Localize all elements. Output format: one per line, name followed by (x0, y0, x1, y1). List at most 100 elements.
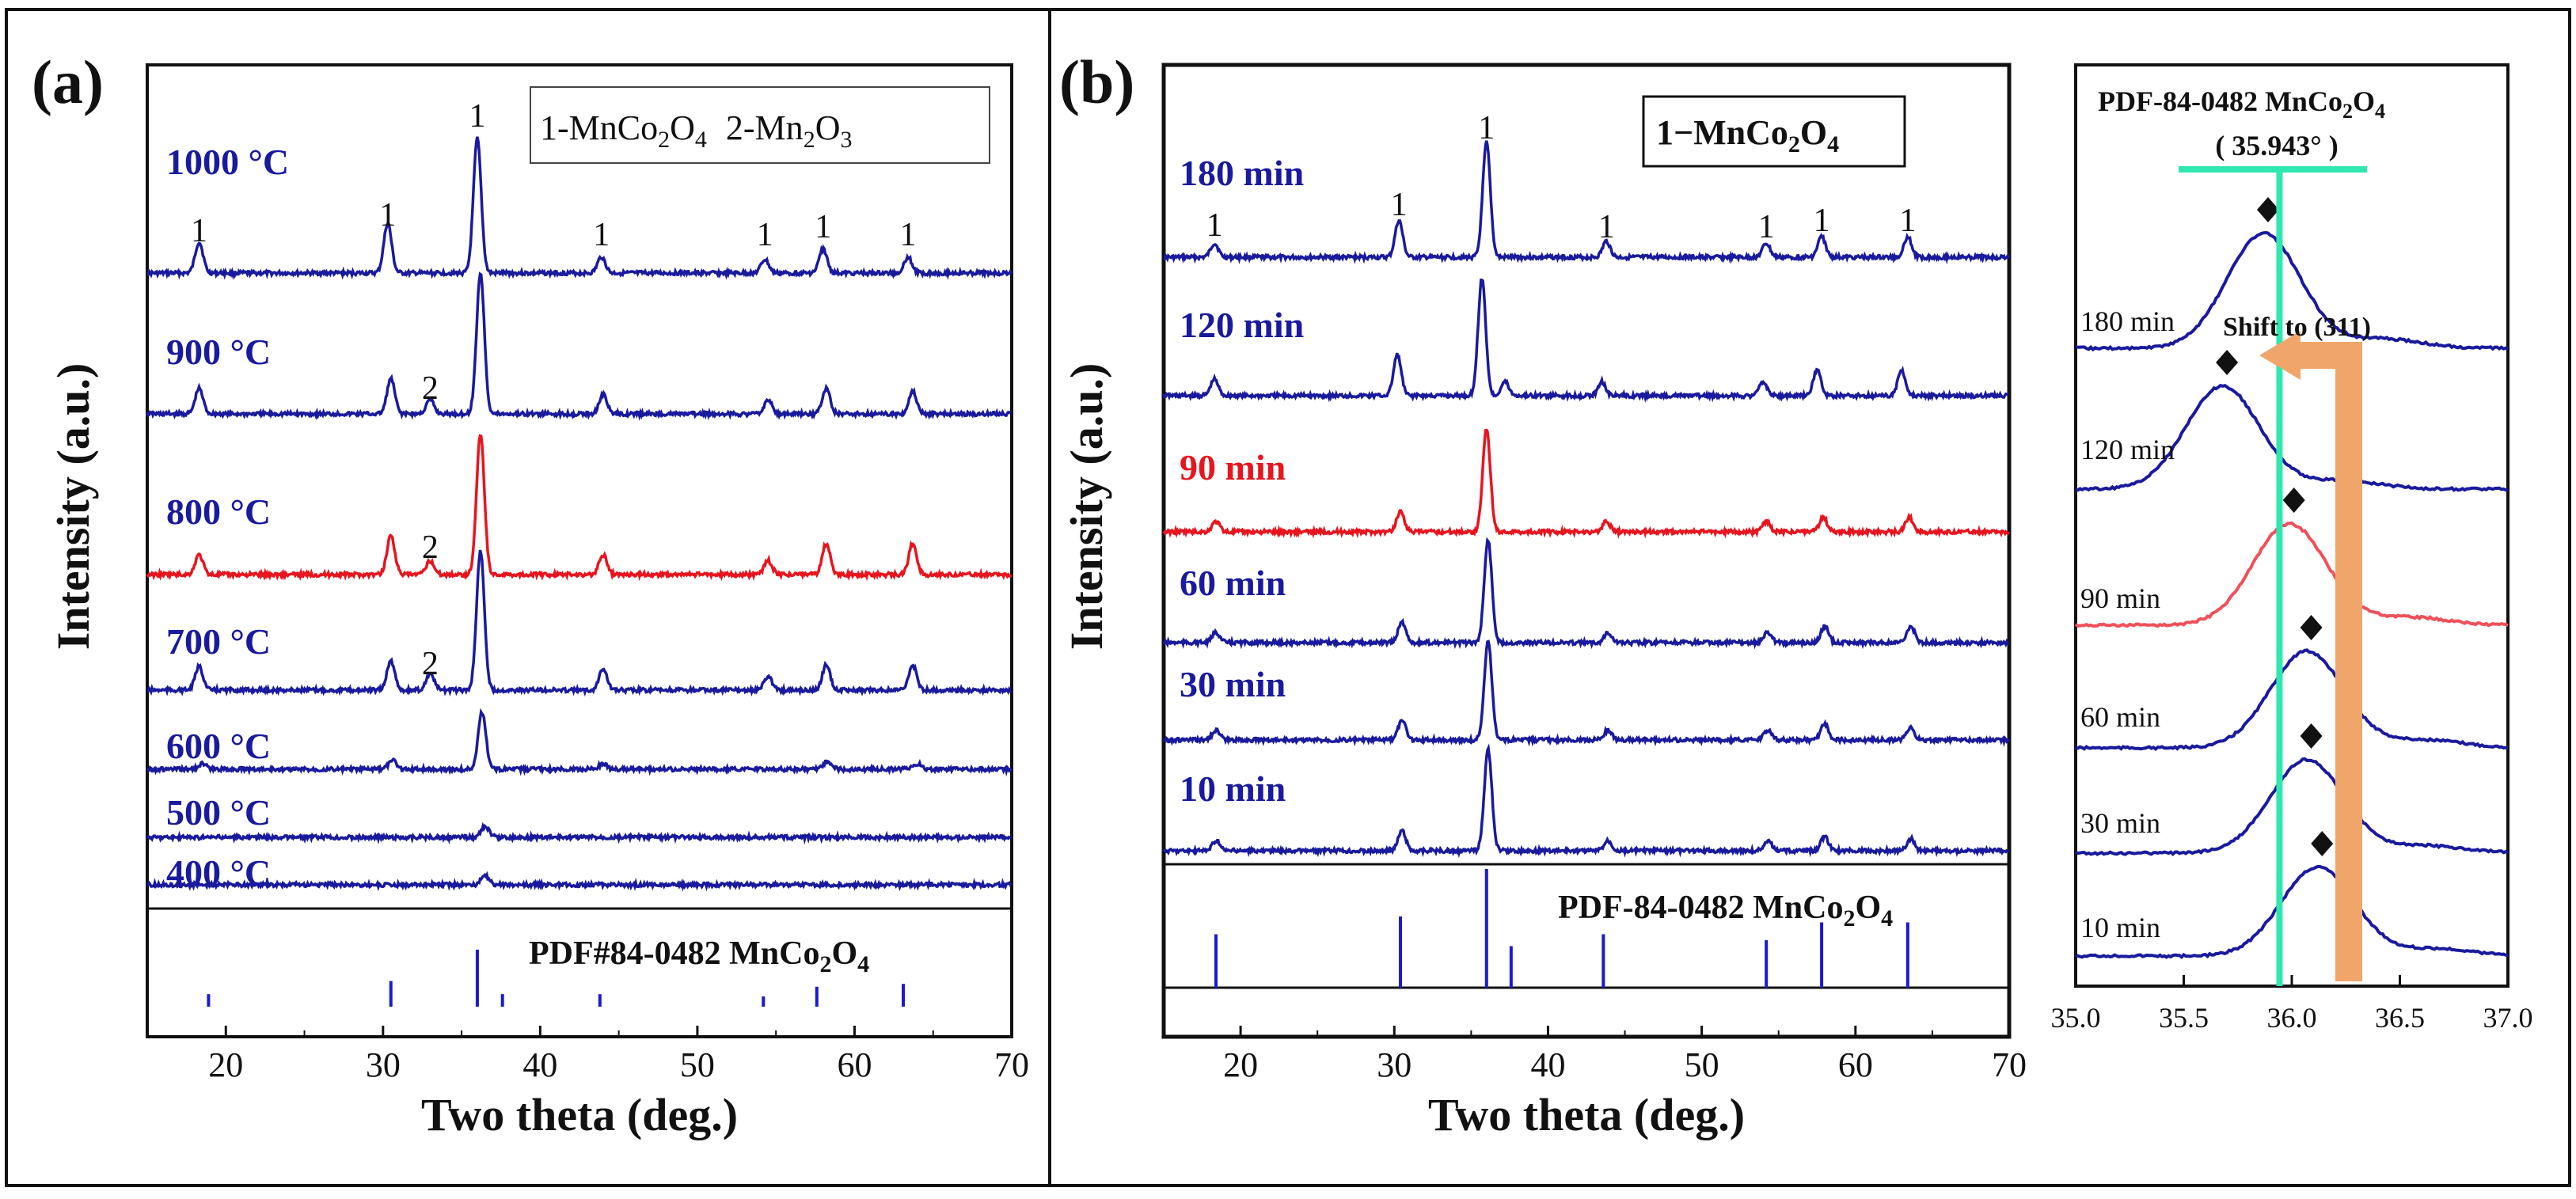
x-tick-label: 50 (1685, 1045, 1719, 1084)
x-tick-label: 37.0 (2483, 1002, 2533, 1034)
panel-a-peak-markers: 1 1 1 1 1 1 1 2 2 2 (191, 98, 916, 682)
series-label-700-c: 700 °C (166, 621, 271, 662)
panel-c-title: PDF-84-0482 MnCo2O4 (2098, 85, 2385, 123)
panel-b-outer-frame (1048, 8, 2571, 1187)
peak-marker-2: 2 (422, 529, 439, 566)
series-line-120-min (1162, 278, 2009, 404)
peak-marker-2: 2 (422, 646, 439, 682)
peak-diamond (2311, 831, 2334, 856)
series-label-60-min: 60 min (1180, 563, 1286, 603)
panel-a-series-group (146, 136, 1013, 892)
peak-diamond (2256, 197, 2279, 222)
panel-b-legend: 1−MnCo2O4 (1656, 113, 1839, 157)
x-tick-label: 70 (994, 1045, 1029, 1084)
series-line-700-c (146, 549, 1012, 697)
series-line-180-min (1163, 140, 2010, 265)
series-label-180-min: 180 min (2080, 305, 2175, 337)
panel-b-series-group (1162, 140, 2010, 859)
panel-a-reference-lines (207, 950, 906, 1007)
series-line-10-min (1162, 743, 2010, 859)
x-tick-label: 35.5 (2159, 1002, 2209, 1034)
peak-marker-1: 1 (1598, 209, 1615, 245)
series-label-60-min: 60 min (2080, 701, 2160, 733)
series-line-90-min (2074, 521, 2509, 628)
panel-c: PDF-84-0482 MnCo2O4 ( 35.943° ) 180 min 1… (2051, 63, 2533, 1034)
series-line-800-c (146, 434, 1013, 582)
panel-a-legend-box (530, 86, 990, 164)
series-line-60-min (1163, 537, 2009, 650)
peak-marker-1: 1 (899, 217, 916, 253)
series-line-600-c (146, 708, 1013, 777)
x-tick-label: 50 (680, 1045, 715, 1084)
shift-arrow (2259, 331, 2362, 981)
panel-b-plot-frame (1161, 63, 2012, 1039)
panel-b-reference-lines (1214, 869, 1909, 988)
peak-marker-1: 1 (815, 209, 831, 245)
series-line-30-min (2075, 757, 2509, 856)
panel-c-peak-diamonds (2216, 197, 2334, 856)
x-tick-label: 40 (522, 1045, 557, 1084)
panel-b-pdf-label: PDF-84-0482 MnCo2O4 (1558, 890, 1893, 932)
panel-c-series-labels: 180 min 120 min 90 min 60 min 30 min 10 min (2080, 305, 2175, 943)
series-label-800-c: 800 °C (166, 491, 271, 532)
series-label-30-min: 30 min (1180, 664, 1286, 704)
series-label-120-min: 120 min (1180, 305, 1304, 345)
series-line-10-min (2075, 864, 2509, 959)
panel-c-x-ticks: 35.0 35.5 36.0 36.5 37.0 (2051, 975, 2533, 1034)
panel-a: (a) 1-MnCo2O4 2-Mn2O3 Intensity (a.u.) Tw… (32, 47, 1029, 1140)
x-tick-label: 36.0 (2267, 1002, 2317, 1034)
panel-a-series-labels: 1000 °C 900 °C 800 °C 700 °C 600 °C 500 °C 400… (166, 142, 289, 893)
x-tick-label: 60 (837, 1045, 872, 1084)
x-tick-label: 20 (1223, 1045, 1258, 1084)
panel-a-outer-frame (5, 8, 1051, 1187)
series-line-60-min (2075, 648, 2509, 751)
x-tick-label: 60 (1838, 1045, 1873, 1084)
peak-diamond (2216, 350, 2239, 375)
x-tick-label: 35.0 (2051, 1002, 2101, 1034)
panel-a-plot-frame (146, 63, 1013, 1038)
series-label-400-c: 400 °C (166, 852, 271, 893)
x-tick-label: 36.5 (2375, 1002, 2425, 1034)
peak-marker-1: 1 (1391, 187, 1408, 223)
series-line-500-c (146, 821, 1013, 845)
shift-arrow-bar (2296, 342, 2362, 369)
panel-b-x-ticks: 20 30 40 50 60 70 (1163, 1026, 2027, 1084)
panel-c-refline-label: ( 35.943° ) (2215, 130, 2338, 161)
series-label-10-min: 10 min (1180, 768, 1286, 809)
x-tick-label: 40 (1530, 1045, 1565, 1084)
peak-marker-1: 1 (1206, 207, 1223, 244)
series-label-30-min: 30 min (2080, 807, 2160, 839)
panel-c-series-group (2074, 230, 2509, 959)
panel-a-label: (a) (32, 47, 104, 116)
series-label-10-min: 10 min (2080, 912, 2160, 943)
peak-marker-1: 1 (1478, 110, 1495, 146)
series-line-1000-c (146, 136, 1013, 281)
series-label-1000-c: 1000 °C (166, 142, 289, 182)
peak-marker-1: 1 (1758, 209, 1775, 245)
peak-diamond (2300, 723, 2323, 749)
series-label-90-min: 90 min (1180, 447, 1286, 488)
panel-a-xlabel: Two theta (deg.) (421, 1089, 738, 1140)
peak-marker-1: 1 (593, 217, 610, 253)
peak-marker-1: 1 (469, 98, 485, 135)
series-label-600-c: 600 °C (166, 726, 271, 766)
panel-a-ylabel: Intensity (a.u.) (47, 363, 99, 651)
panel-b-peak-markers: 1 1 1 1 1 1 1 (1206, 110, 1917, 245)
panel-b-series-labels: 180 min 120 min 90 min 60 min 30 min 10 min (1180, 153, 1304, 809)
panel-c-shift-label: Shift to (311) (2223, 313, 2371, 342)
x-tick-label: 30 (366, 1045, 401, 1084)
peak-marker-1: 1 (1899, 203, 1916, 239)
series-line-900-c (146, 271, 1012, 421)
peak-marker-1: 1 (1814, 203, 1830, 239)
panel-a-pdf-label: PDF#84-0482 MnCo2O4 (529, 935, 869, 977)
series-label-120-min: 120 min (2080, 434, 2175, 465)
x-tick-label: 20 (208, 1045, 243, 1084)
peak-marker-1: 1 (757, 217, 773, 253)
x-tick-label: 30 (1377, 1045, 1411, 1084)
panel-b-ylabel: Intensity (a.u.) (1061, 363, 1112, 651)
peak-diamond (2282, 488, 2305, 513)
peak-marker-2: 2 (422, 370, 439, 407)
series-line-180-min (2075, 230, 2509, 352)
panel-b: (b) 1−MnCo2O4 Intensity (a.u.) Two theta… (1059, 47, 2027, 1140)
